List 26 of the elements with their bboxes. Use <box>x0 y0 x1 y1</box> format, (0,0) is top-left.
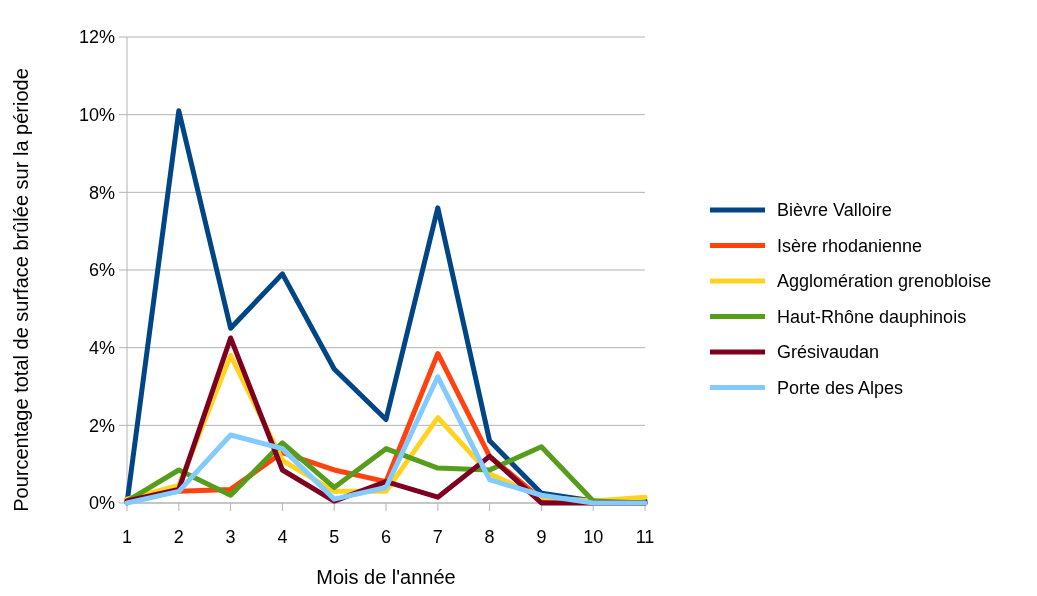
x-tick-label: 4 <box>277 527 288 547</box>
y-tick-label: 6% <box>88 260 115 281</box>
x-axis-title: Mois de l'année <box>316 566 456 588</box>
x-tick-label: 2 <box>173 527 184 547</box>
legend-label: Grésivaudan <box>777 342 880 363</box>
y-tick-label: 8% <box>88 182 115 203</box>
y-tick-label: 10% <box>78 104 115 125</box>
x-tick-label: 1 <box>121 527 133 547</box>
legend-label: Porte des Alpes <box>777 377 904 398</box>
x-tick-label: 9 <box>536 527 547 547</box>
y-tick-label: 0% <box>88 493 115 514</box>
x-tick-label: 6 <box>380 527 392 547</box>
y-axis-title: Pourcentage total de surface brûlée sur la période <box>10 68 32 512</box>
x-tick-label: 3 <box>225 527 236 547</box>
legend-label: Bièvre Valloire <box>777 200 892 221</box>
legend-label: Isère rhodanienne <box>777 235 923 256</box>
y-tick-label: 12% <box>78 27 115 48</box>
x-tick-label: 10 <box>583 527 604 547</box>
x-tick-label: 5 <box>329 527 340 547</box>
legend-label: Agglomération grenobloise <box>777 271 992 292</box>
y-tick-label: 2% <box>88 415 115 436</box>
x-tick-label: 7 <box>432 527 443 547</box>
legend-label: Haut-Rhône dauphinois <box>777 306 967 327</box>
y-tick-label: 4% <box>88 337 115 358</box>
x-tick-label: 11 <box>635 527 655 547</box>
x-tick-label: 8 <box>484 527 495 547</box>
